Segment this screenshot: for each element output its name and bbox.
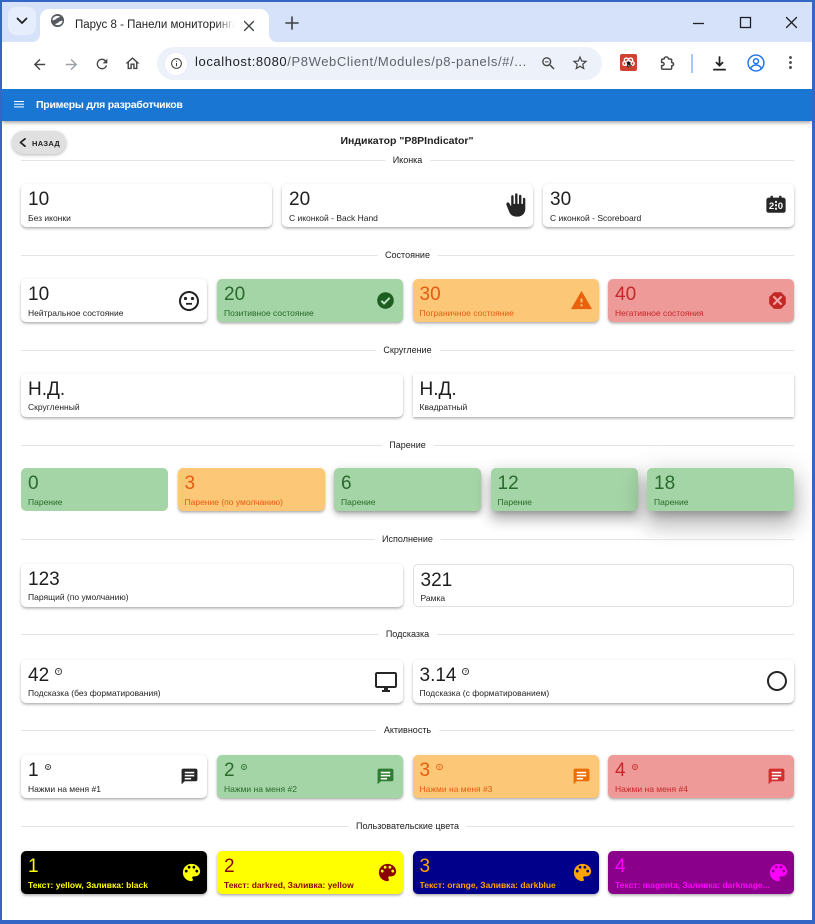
- svg-text:0: 0: [778, 201, 783, 212]
- svg-text:2: 2: [769, 201, 774, 212]
